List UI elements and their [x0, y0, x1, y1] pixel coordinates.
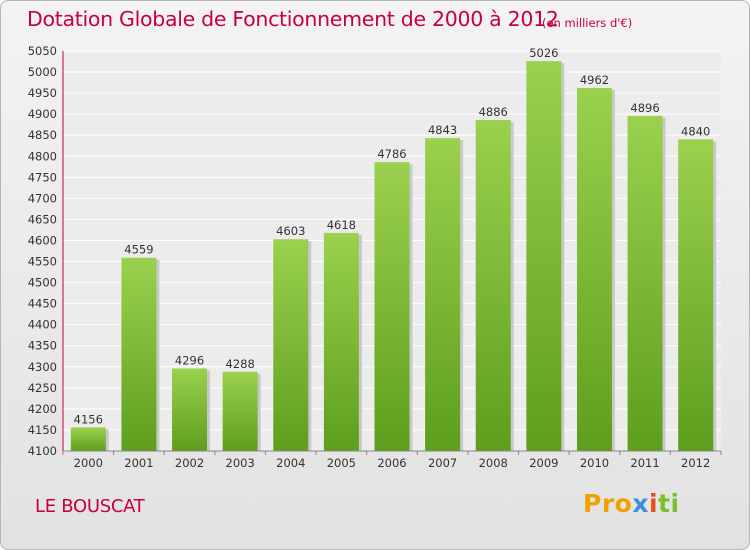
x-tick-label: 2008 [479, 456, 508, 470]
bar [172, 368, 208, 451]
logo-part-1: Pro [583, 489, 633, 518]
y-tick-label: 5050 [28, 44, 57, 58]
data-label: 4288 [226, 357, 255, 371]
y-tick-label: 4500 [28, 276, 57, 290]
logo-part-2: x [632, 489, 649, 518]
bar [475, 120, 511, 451]
data-label: 4603 [276, 224, 305, 238]
y-tick-label: 4800 [28, 149, 57, 163]
data-label: 4896 [630, 101, 659, 115]
data-labels: 4156 4559 4296 4288 4603 4618 4786 4843 4886 5026… [74, 46, 711, 426]
data-label: 5026 [529, 46, 558, 60]
x-tick-label: 2000 [74, 456, 103, 470]
proxiti-logo: Proxiti [583, 489, 680, 518]
data-label: 4886 [479, 105, 508, 119]
y-tick-label: 4300 [28, 360, 57, 374]
data-label: 4843 [428, 123, 457, 137]
x-tick-label: 2005 [327, 456, 356, 470]
y-tick-label: 4700 [28, 191, 57, 205]
data-label: 4786 [377, 147, 406, 161]
city-name: LE BOUSCAT [35, 496, 145, 517]
y-tick-label: 4750 [28, 170, 57, 184]
x-tick-label: 2011 [630, 456, 659, 470]
x-tick-label: 2007 [428, 456, 457, 470]
x-tick-label: 2004 [276, 456, 305, 470]
y-tick-label: 4850 [28, 128, 57, 142]
x-tick-label: 2009 [529, 456, 558, 470]
y-tick-label: 5000 [28, 65, 57, 79]
y-tick-label: 4200 [28, 402, 57, 416]
y-axis: 4100 4150 4200 4250 4300 4350 4400 4450 4500 4550… [28, 44, 64, 458]
x-tick-label: 2006 [377, 456, 406, 470]
x-tick-label: 2003 [226, 456, 255, 470]
data-label: 4618 [327, 218, 356, 232]
bars [70, 61, 717, 452]
data-label: 4559 [124, 243, 153, 257]
bar [678, 139, 714, 451]
y-tick-label: 4250 [28, 381, 57, 395]
y-tick-label: 4900 [28, 107, 57, 121]
bar [374, 162, 410, 451]
bar [222, 371, 258, 451]
bar [273, 239, 309, 451]
bar [576, 88, 612, 451]
data-label: 4296 [175, 353, 204, 367]
data-label: 4840 [681, 124, 710, 138]
y-tick-label: 4650 [28, 212, 57, 226]
chart-subtitle: (en milliers d'€) [542, 16, 633, 30]
x-tick-label: 2002 [175, 456, 204, 470]
y-tick-label: 4450 [28, 297, 57, 311]
bar [121, 257, 157, 451]
chart-title: Dotation Globale de Fonctionnement de 20… [27, 7, 559, 31]
bar [627, 115, 663, 451]
bar [70, 427, 106, 451]
bar [425, 138, 461, 451]
bar [323, 232, 359, 451]
data-label: 4962 [580, 73, 609, 87]
y-tick-label: 4400 [28, 318, 57, 332]
y-tick-label: 4550 [28, 255, 57, 269]
y-tick-label: 4950 [28, 86, 57, 100]
data-label: 4156 [74, 412, 103, 426]
y-tick-label: 4350 [28, 339, 57, 353]
x-axis: 2000 2001 2002 2003 2004 2005 2006 2007 2008 2009… [62, 450, 722, 470]
y-tick-label: 4600 [28, 233, 57, 247]
y-tick-label: 4100 [28, 444, 57, 458]
y-tick-label: 4150 [28, 423, 57, 437]
bar [526, 61, 562, 452]
logo-part-4: ti [658, 489, 680, 518]
x-tick-label: 2010 [580, 456, 609, 470]
logo-part-3: i [648, 489, 659, 518]
x-tick-label: 2012 [681, 456, 710, 470]
x-tick-label: 2001 [124, 456, 153, 470]
